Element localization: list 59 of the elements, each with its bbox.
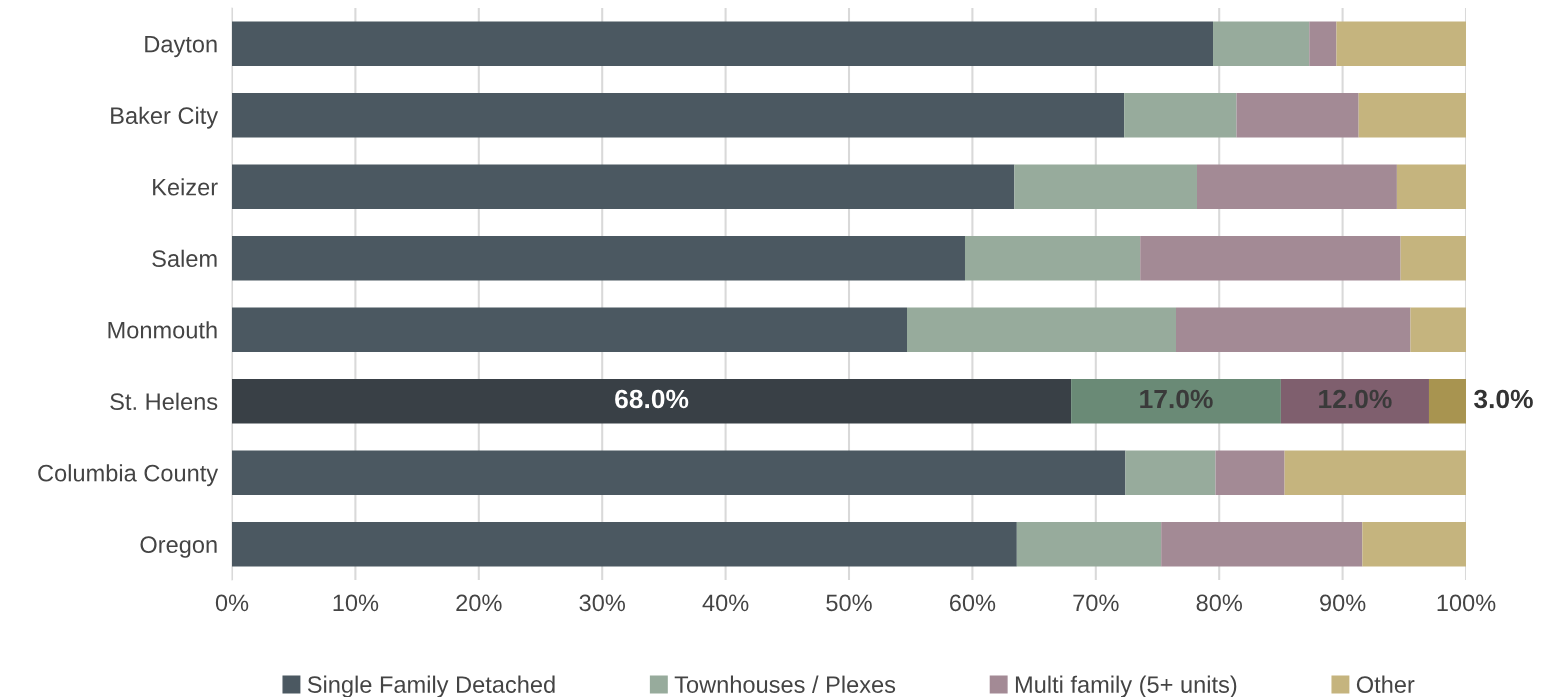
bar	[1284, 450, 1466, 495]
bar	[965, 236, 1141, 281]
bar	[1125, 450, 1216, 495]
bar	[1014, 164, 1197, 209]
y-tick-label: Dayton	[145, 36, 217, 58]
x-tick-label: 40%	[702, 594, 749, 612]
legend-label: Townhouses / Plexes	[674, 675, 896, 693]
bar	[232, 379, 1072, 424]
bar	[1196, 164, 1397, 209]
bar	[232, 21, 1214, 66]
y-tick-label: Oregon	[140, 536, 217, 558]
bar	[232, 450, 1126, 495]
x-tick-label: 50%	[826, 594, 872, 612]
bar	[1124, 93, 1237, 138]
data-label: 68.0%	[615, 389, 689, 409]
x-tick-label: 90%	[1320, 594, 1366, 612]
legend-label: Single Family Detached	[307, 675, 555, 697]
bar	[232, 522, 1017, 567]
y-tick-label: Salem	[152, 249, 217, 268]
bar	[232, 236, 965, 281]
bar	[907, 307, 1177, 352]
x-tick-label: 80%	[1196, 594, 1242, 612]
bar	[1071, 379, 1281, 424]
bar	[1400, 236, 1466, 281]
bar	[232, 307, 907, 352]
bar	[1396, 164, 1466, 209]
data-label: 3.0%	[1474, 389, 1533, 409]
bar	[1362, 522, 1466, 567]
bar	[1236, 93, 1359, 138]
bar	[1428, 379, 1466, 424]
bar	[232, 164, 1015, 209]
x-tick-label: 70%	[1073, 594, 1119, 612]
bar	[1358, 93, 1466, 138]
y-tick-label: St. Helens	[110, 392, 218, 411]
y-tick-label: Keizer	[153, 178, 218, 196]
x-tick-label: 0%	[215, 594, 249, 612]
bar	[1336, 21, 1466, 66]
legend-label: Other	[1356, 675, 1415, 693]
bar	[1213, 21, 1310, 66]
bar	[232, 93, 1125, 138]
x-tick-label: 60%	[949, 594, 996, 612]
x-tick-label: 10%	[333, 594, 379, 612]
y-tick-label: Baker City	[111, 106, 219, 129]
y-tick-label: Monmouth	[108, 321, 217, 339]
bar	[1140, 236, 1401, 281]
bar	[1309, 21, 1337, 66]
data-label: 17.0%	[1140, 389, 1213, 409]
bar	[1016, 522, 1162, 567]
x-tick-label: 100%	[1437, 594, 1496, 612]
bar	[1215, 450, 1285, 495]
x-tick-label: 30%	[579, 594, 625, 612]
bar	[1410, 307, 1466, 352]
x-tick-label: 20%	[456, 594, 502, 612]
legend-label: Multi family (5+ units)	[1015, 675, 1237, 697]
bar	[1161, 522, 1363, 567]
y-tick-label: Columbia County	[38, 464, 219, 487]
bar	[1176, 307, 1411, 352]
bar	[1280, 379, 1429, 424]
data-label: 12.0%	[1319, 389, 1392, 409]
